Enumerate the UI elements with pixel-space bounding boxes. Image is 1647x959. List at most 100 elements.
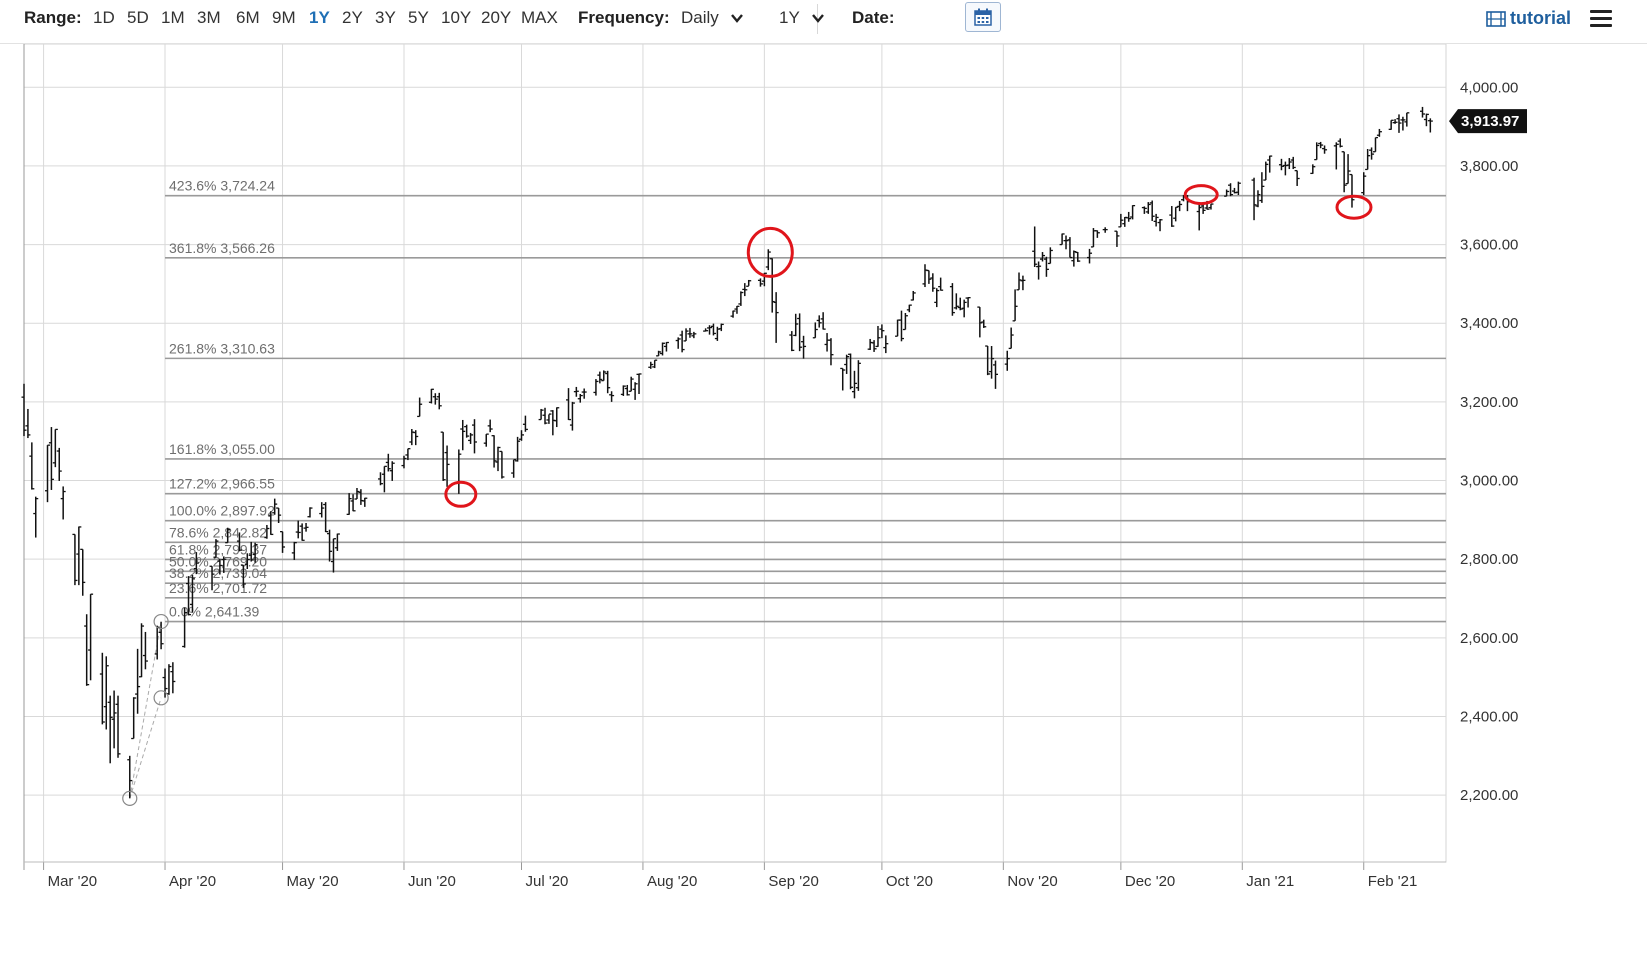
ohlc-bar [738, 291, 744, 306]
ohlc-bar [1376, 128, 1382, 137]
ohlc-bar [546, 413, 552, 424]
fib-level-label: 361.8% 3,566.26 [169, 240, 275, 256]
highlight-circle [746, 226, 794, 278]
range-button-9m[interactable]: 9M [272, 8, 296, 27]
film-icon [1486, 10, 1506, 27]
fib-level-label: 423.6% 3,724.24 [169, 178, 275, 194]
swing-point-marker [122, 790, 138, 806]
y-tick-label: 2,400.00 [1460, 708, 1518, 725]
ohlc-bar [80, 548, 86, 596]
fib-level-label: 261.8% 3,310.63 [169, 340, 275, 356]
ohlc-bar [605, 370, 611, 394]
ohlc-bar [487, 419, 493, 433]
ohlc-bar [182, 607, 188, 648]
ohlc-bar [601, 370, 607, 382]
ohlc-bar [327, 529, 333, 562]
ohlc-bar [1286, 158, 1292, 170]
ohlc-bar [883, 335, 889, 354]
ohlc-bar [248, 541, 254, 562]
fib-level-label: 78.6% 2,842.82 [169, 524, 267, 540]
ohlc-bar [1075, 251, 1081, 262]
ohlc-bar [189, 574, 195, 613]
ohlc-bar [1118, 213, 1124, 228]
ohlc-bar [515, 436, 521, 462]
range-button-5d[interactable]: 5D [127, 8, 149, 27]
range-button-1d[interactable]: 1D [93, 8, 115, 27]
ohlc-bar [471, 419, 477, 454]
ohlc-bar [362, 497, 368, 507]
ohlc-bar [812, 322, 818, 339]
ohlc-bar [1318, 141, 1324, 149]
swing-point-marker [153, 613, 169, 630]
ohlc-bar [1400, 116, 1406, 131]
ohlc-bar [965, 297, 971, 308]
range-button-6m[interactable]: 6M [236, 8, 260, 27]
ohlc-bar [350, 494, 356, 512]
ohlc-bar [746, 279, 752, 287]
hamburger-menu-icon[interactable] [1590, 10, 1612, 31]
ohlc-bar [757, 278, 763, 287]
ohlc-bar [1200, 204, 1206, 214]
ohlc-bar [142, 631, 148, 670]
range-button-20y[interactable]: 20Y [481, 8, 512, 27]
range-button-3m[interactable]: 3M [197, 8, 221, 27]
ohlc-bar [1004, 350, 1010, 371]
ohlc-bar [597, 371, 603, 384]
ohlc-bar [742, 283, 748, 297]
ohlc-bar [1259, 172, 1265, 203]
y-tick-label: 3,200.00 [1460, 394, 1518, 411]
ohlc-bar [511, 459, 517, 478]
ohlc-bar [926, 269, 932, 284]
ohlc-bar [244, 553, 250, 570]
ohlc-bar [1196, 204, 1202, 231]
period-select[interactable]: 1Y [779, 6, 826, 30]
toolbar: Range: 1D 5D 1M 3M 6M 9M 1Y 2Y 3Y 5Y 10Y 20Y MAX Fre… [0, 0, 1647, 44]
x-tick-label: Feb '21 [1368, 873, 1418, 890]
ohlc-bar [522, 415, 528, 432]
ohlc-bar [797, 313, 803, 352]
ohlc-bar [115, 695, 121, 758]
ohlc-bar [1177, 200, 1183, 212]
ohlc-bar [820, 312, 826, 330]
ohlc-bar [213, 539, 219, 558]
x-tick-label: Jan '21 [1246, 873, 1294, 890]
ohlc-bar [432, 393, 438, 405]
ohlc-bar [1251, 177, 1257, 221]
ohlc-bar [330, 538, 336, 573]
chevron-down-icon [730, 14, 743, 23]
tutorial-link[interactable]: tutorial [1486, 8, 1571, 29]
ohlc-bar [981, 319, 987, 328]
ohlc-bar [734, 305, 740, 314]
ohlc-bar [295, 520, 301, 539]
ohlc-bar [60, 486, 66, 520]
ohlc-bar [663, 341, 669, 352]
frequency-select[interactable]: Daily [681, 6, 745, 30]
ohlc-bar [158, 621, 164, 650]
ohlc-bar [1423, 113, 1429, 127]
range-button-2y[interactable]: 2Y [342, 8, 363, 27]
ohlc-bar [793, 313, 799, 337]
ohlc-bar [679, 330, 685, 353]
ohlc-bar [949, 283, 955, 316]
ohlc-bar [264, 524, 270, 539]
ohlc-bar [1294, 169, 1300, 186]
range-button-10y[interactable]: 10Y [441, 8, 472, 27]
range-button-max[interactable]: MAX [521, 8, 558, 27]
ohlc-bar [730, 310, 736, 318]
ohlc-bar [139, 623, 145, 678]
ohlc-bar [554, 407, 560, 428]
range-button-1y[interactable]: 1Y [309, 8, 330, 27]
ohlc-bar [389, 461, 395, 481]
ohlc-bar [135, 648, 141, 714]
x-tick-label: Mar '20 [48, 873, 98, 890]
date-picker-button[interactable] [965, 2, 1001, 32]
ohlc-bar [569, 401, 575, 431]
ohlc-bar [519, 430, 525, 441]
range-button-3y[interactable]: 3Y [375, 8, 396, 27]
ohlc-bar [103, 656, 109, 730]
range-button-5y[interactable]: 5Y [408, 8, 429, 27]
ohlc-bar [993, 360, 999, 389]
range-button-1m[interactable]: 1M [161, 8, 185, 27]
ohlc-bar [1290, 156, 1296, 170]
ohlc-bar [938, 277, 944, 291]
